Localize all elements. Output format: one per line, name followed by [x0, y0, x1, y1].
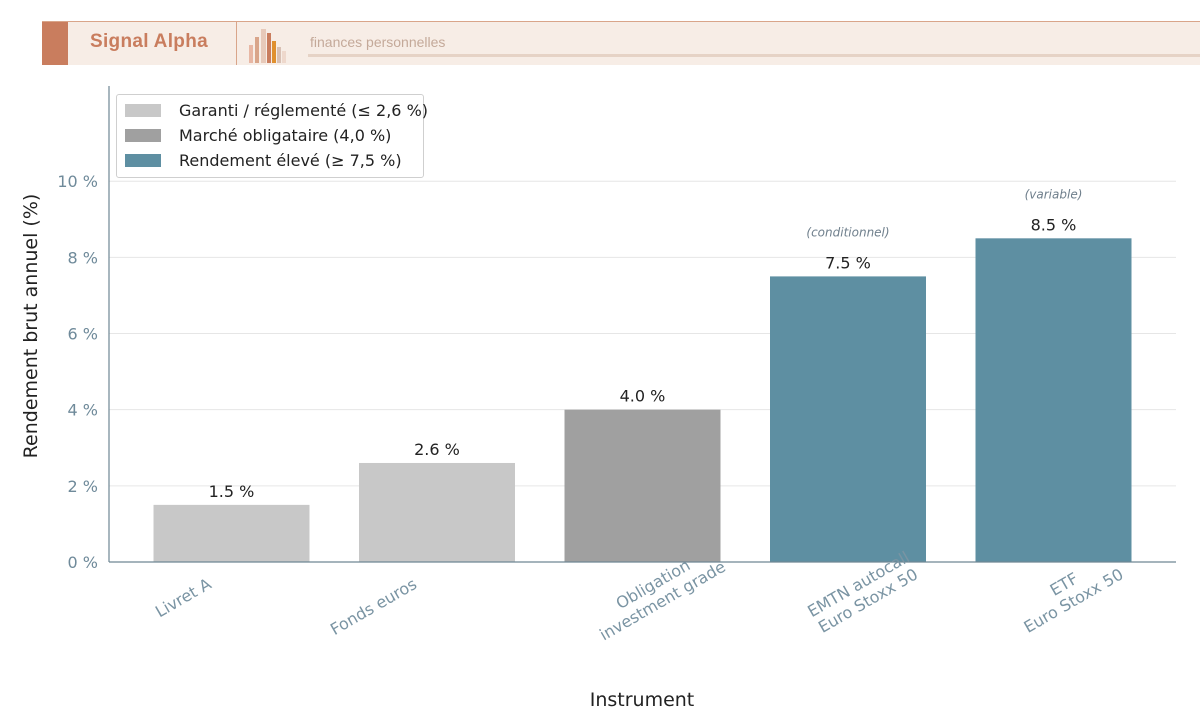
- legend-item-bond-market: Marché obligataire (4,0 %): [125, 125, 391, 145]
- header-banner: Signal Alpha finances personnelles: [42, 21, 1200, 65]
- y-tick-label-3: 6 %: [68, 325, 98, 344]
- bar-0: [153, 504, 310, 562]
- legend-swatch-guaranteed: [125, 103, 161, 117]
- bar-cluster-logo-icon: [249, 29, 286, 63]
- value-label-1: 2.6 %: [414, 440, 460, 459]
- legend-label-high-yield: Rendement élevé (≥ 7,5 %): [179, 150, 402, 170]
- y-axis-title: Rendement brut annuel (%): [20, 194, 42, 459]
- bar-3: [770, 276, 926, 562]
- y-tick-label-2: 4 %: [68, 401, 98, 420]
- value-label-2: 4.0 %: [620, 387, 666, 406]
- legend-item-high-yield: Rendement élevé (≥ 7,5 %): [125, 150, 402, 170]
- legend-label-guaranteed: Garanti / réglementé (≤ 2,6 %): [179, 100, 429, 120]
- banner-accent: [42, 22, 68, 65]
- tagline: finances personnelles: [310, 34, 446, 50]
- legend-item-guaranteed: Garanti / réglementé (≤ 2,6 %): [125, 100, 428, 120]
- y-tick-label-4: 8 %: [68, 248, 98, 267]
- tagline-rule: [308, 54, 1200, 57]
- banner-divider: [236, 22, 237, 65]
- x-axis-title: Instrument: [590, 689, 695, 711]
- x-tick-label-line: Fonds euros: [327, 574, 420, 639]
- bar-4: [975, 238, 1132, 562]
- annotation-3: (conditionnel): [806, 225, 889, 239]
- legend-swatch-bond-market: [125, 128, 161, 142]
- value-label-3: 7.5 %: [825, 253, 871, 272]
- annotation-4: (variable): [1025, 187, 1083, 201]
- legend-label-bond-market: Marché obligataire (4,0 %): [179, 125, 392, 145]
- brand-name: Signal Alpha: [90, 31, 208, 52]
- value-label-0: 1.5 %: [209, 482, 255, 501]
- bar-2: [564, 409, 721, 562]
- x-tick-label-line: Livret A: [152, 574, 215, 621]
- chart-legend: Garanti / réglementé (≤ 2,6 %) Marché ob…: [116, 94, 428, 178]
- x-tick-label-1: Fonds euros: [327, 574, 420, 639]
- y-tick-label-5: 10 %: [57, 172, 98, 191]
- y-tick-label-1: 2 %: [68, 477, 98, 496]
- y-tick-label-0: 0 %: [68, 553, 98, 572]
- x-tick-label-0: Livret A: [152, 574, 215, 621]
- legend-swatch-high-yield: [125, 153, 161, 167]
- bar-1: [359, 462, 515, 562]
- value-label-4: 8.5 %: [1031, 215, 1077, 234]
